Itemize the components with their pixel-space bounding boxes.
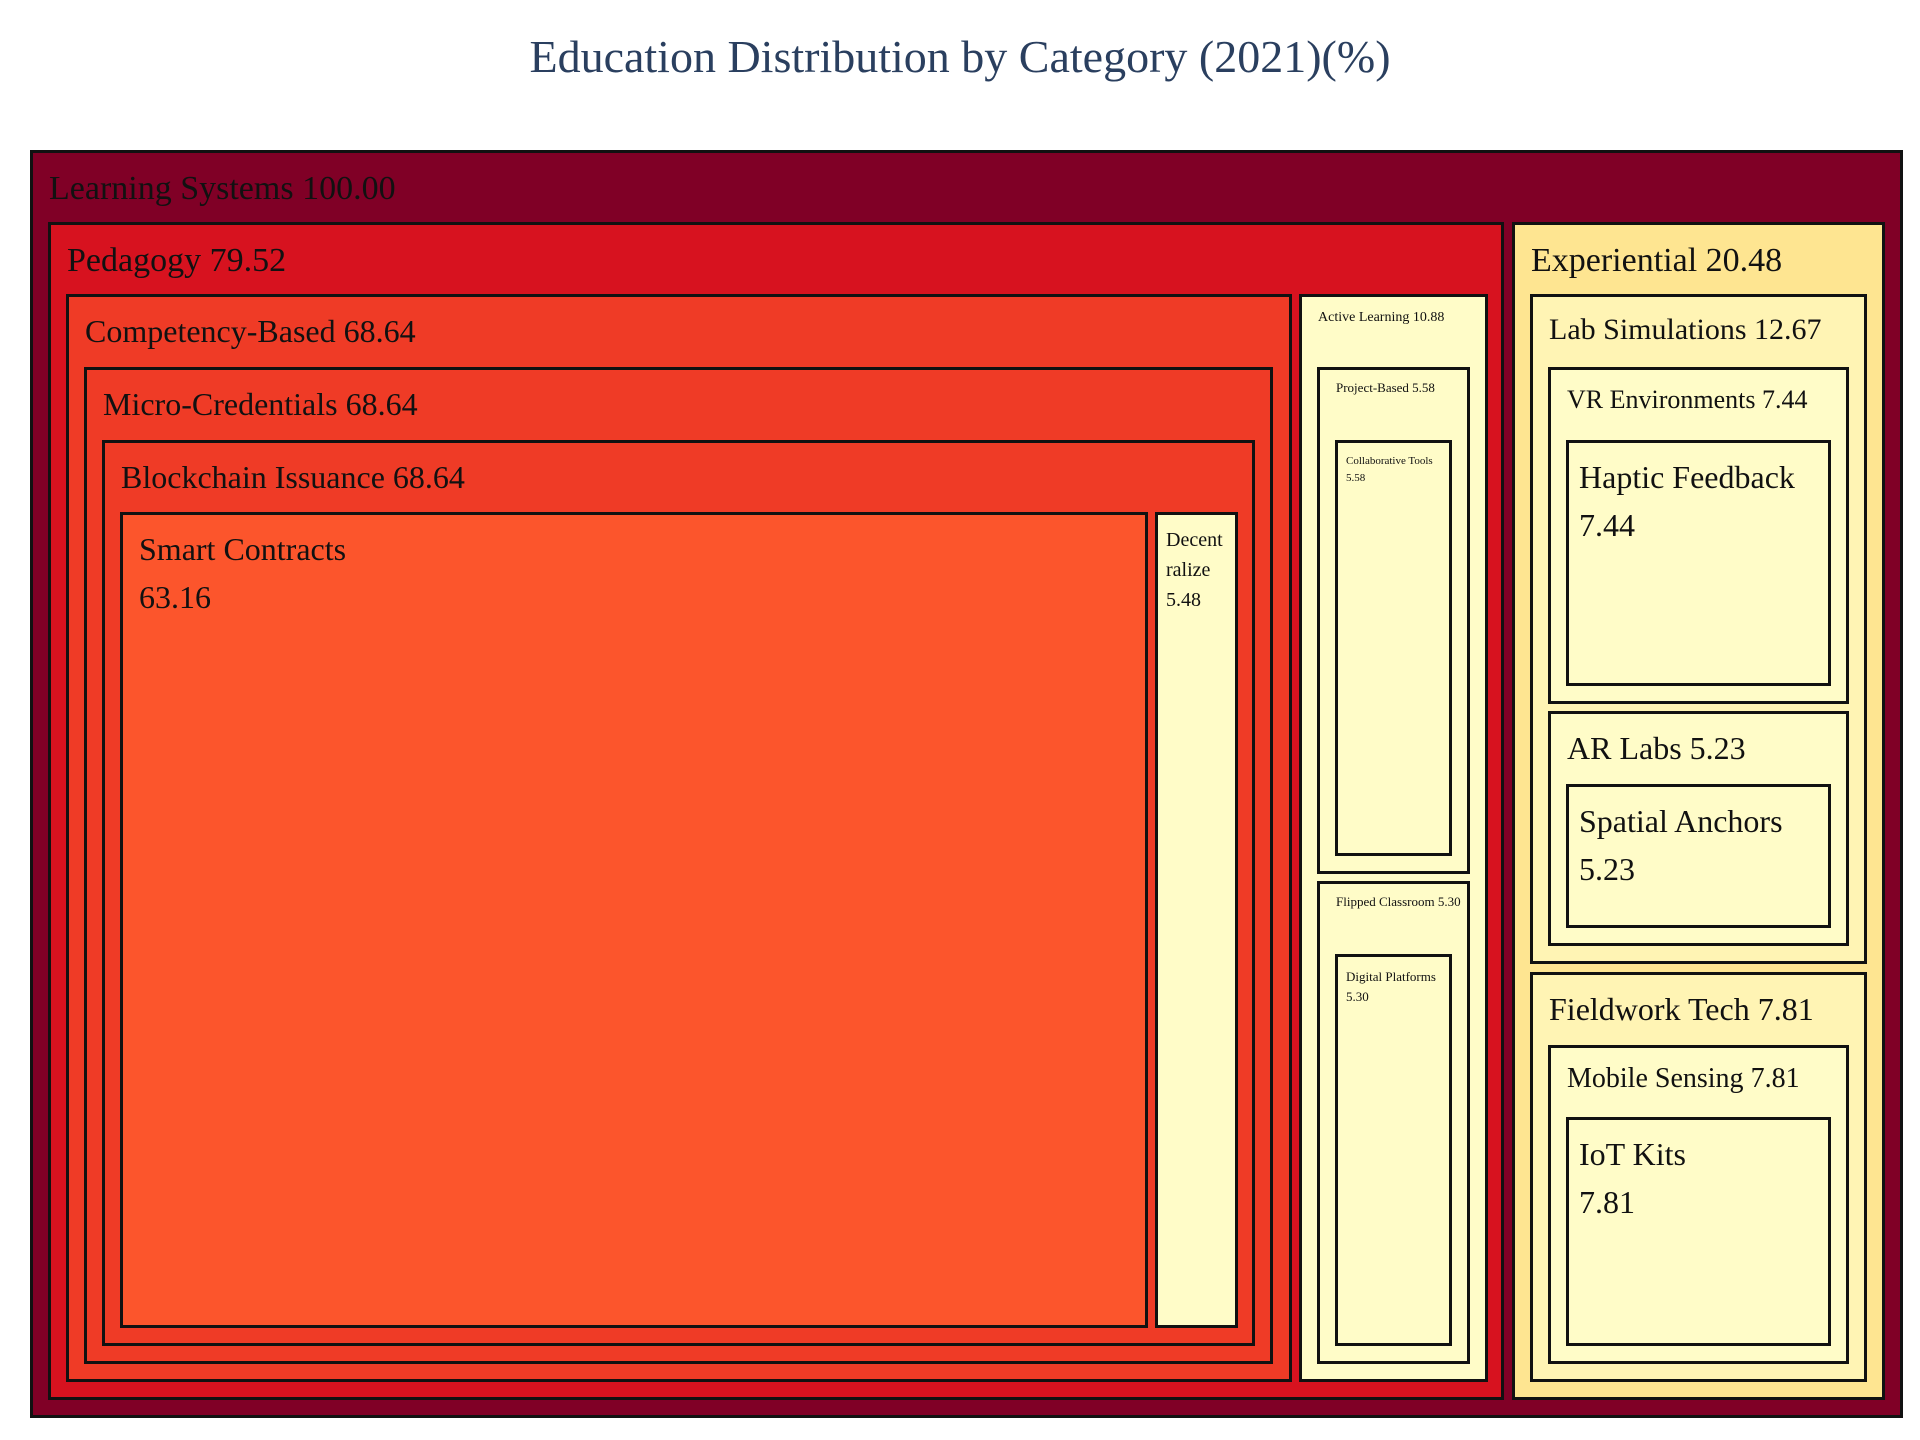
chart-title: Education Distribution by Category (2021…	[529, 31, 1391, 82]
treemap-label-ar-labs: AR Labs 5.23	[1567, 724, 1746, 772]
treemap-label-project-based: Project-Based 5.58	[1336, 378, 1435, 398]
treemap-label-mobile-sensing: Mobile Sensing 7.81	[1567, 1058, 1800, 1100]
treemap-node-smart-contracts[interactable]: Smart Contracts 63.16	[120, 512, 1148, 1328]
treemap-name-flipped-classroom: Flipped Classroom	[1336, 894, 1435, 909]
treemap-label-fieldwork-tech: Fieldwork Tech 7.81	[1549, 985, 1814, 1033]
treemap-name-competency-based: Competency-Based	[85, 313, 336, 349]
treemap-value-lab-simulations: 12.67	[1754, 313, 1822, 346]
treemap-value-fieldwork-tech: 7.81	[1757, 991, 1814, 1027]
treemap-name-blockchain-issuance: Blockchain Issuance	[121, 459, 385, 495]
treemap-label-smart-contracts: Smart Contracts 63.16	[139, 525, 1139, 621]
treemap-name-ar-labs: AR Labs	[1567, 730, 1682, 766]
treemap-name-fieldwork-tech: Fieldwork Tech	[1549, 991, 1750, 1027]
treemap-name-haptic-feedback: Haptic Feedback	[1579, 459, 1795, 495]
treemap-node-collaborative-tools[interactable]: Collaborative Tools 5.58	[1335, 440, 1452, 856]
treemap-name-digital-platforms: Digital Platforms	[1346, 969, 1436, 984]
treemap-label-learning-systems: Learning Systems 100.00	[49, 163, 396, 214]
treemap-value-decentralize: 5.48	[1166, 589, 1201, 611]
treemap-value-vr-environments: 7.44	[1762, 385, 1808, 414]
treemap-label-iot-kits: IoT Kits 7.81	[1579, 1130, 1822, 1226]
treemap-name-lab-simulations: Lab Simulations	[1549, 313, 1747, 346]
treemap-name-mobile-sensing: Mobile Sensing	[1567, 1063, 1744, 1094]
treemap-label-spatial-anchors: Spatial Anchors 5.23	[1579, 797, 1822, 893]
treemap-node-digital-platforms[interactable]: Digital Platforms 5.30	[1335, 954, 1452, 1346]
treemap-value-micro-credentials: 68.64	[345, 386, 418, 422]
treemap-name-iot-kits: IoT Kits	[1579, 1136, 1686, 1172]
treemap-label-lab-simulations: Lab Simulations 12.67	[1549, 307, 1822, 352]
treemap-label-pedagogy: Pedagogy 79.52	[67, 235, 286, 286]
treemap-value-learning-systems: 100.00	[302, 170, 396, 207]
treemap-name-learning-systems: Learning Systems	[49, 170, 294, 207]
treemap-value-experiential: 20.48	[1705, 242, 1783, 279]
treemap-value-smart-contracts: 63.16	[139, 579, 211, 615]
treemap-label-flipped-classroom: Flipped Classroom 5.30	[1336, 892, 1461, 912]
treemap-name-micro-credentials: Micro-Credentials	[103, 386, 338, 422]
treemap-value-ar-labs: 5.23	[1689, 730, 1746, 766]
treemap-value-spatial-anchors: 5.23	[1579, 851, 1635, 887]
treemap-value-haptic-feedback: 7.44	[1579, 507, 1635, 543]
treemap-name-vr-environments: VR Environments	[1567, 385, 1756, 414]
treemap-value-iot-kits: 7.81	[1579, 1184, 1635, 1220]
treemap-name-collaborative-tools: Collaborative Tools	[1346, 455, 1433, 467]
treemap-value-blockchain-issuance: 68.64	[392, 459, 465, 495]
treemap-label-collaborative-tools: Collaborative Tools 5.58	[1346, 453, 1443, 486]
treemap-label-competency-based: Competency-Based 68.64	[85, 307, 416, 355]
treemap-node-spatial-anchors[interactable]: Spatial Anchors 5.23	[1566, 784, 1831, 928]
treemap-node-haptic-feedback[interactable]: Haptic Feedback 7.44	[1566, 440, 1831, 686]
treemap-node-iot-kits[interactable]: IoT Kits 7.81	[1566, 1117, 1831, 1346]
treemap-value-active-learning: 10.88	[1412, 310, 1445, 325]
treemap-label-micro-credentials: Micro-Credentials 68.64	[103, 380, 418, 428]
treemap-name-project-based: Project-Based	[1336, 380, 1409, 395]
treemap-label-decentralize: Decentralize 5.48	[1166, 525, 1229, 615]
treemap-name-decentralize: Decentralize	[1166, 529, 1223, 581]
treemap-label-blockchain-issuance: Blockchain Issuance 68.64	[121, 453, 465, 501]
treemap-name-pedagogy: Pedagogy	[67, 242, 202, 279]
treemap-value-digital-platforms: 5.30	[1346, 988, 1369, 1004]
treemap-value-flipped-classroom: 5.30	[1437, 894, 1461, 909]
treemap-value-mobile-sensing: 7.81	[1750, 1063, 1800, 1094]
treemap-name-spatial-anchors: Spatial Anchors	[1579, 803, 1783, 839]
treemap-name-smart-contracts: Smart Contracts	[139, 531, 347, 567]
treemap-value-competency-based: 68.64	[343, 313, 416, 349]
treemap-node-decentralize[interactable]: Decentralize 5.48	[1155, 512, 1238, 1328]
treemap-name-active-learning: Active Learning	[1318, 310, 1410, 325]
treemap-label-experiential: Experiential 20.48	[1531, 235, 1782, 286]
treemap-label-active-learning: Active Learning 10.88	[1318, 307, 1444, 328]
treemap-label-digital-platforms: Digital Platforms 5.30	[1346, 967, 1443, 1006]
treemap-value-pedagogy: 79.52	[209, 242, 287, 279]
treemap-label-haptic-feedback: Haptic Feedback 7.44	[1579, 453, 1822, 549]
treemap-label-vr-environments: VR Environments 7.44	[1567, 380, 1808, 419]
treemap-name-experiential: Experiential	[1531, 242, 1698, 279]
treemap-value-project-based: 5.58	[1412, 380, 1435, 395]
treemap-value-collaborative-tools: 5.58	[1346, 471, 1366, 484]
